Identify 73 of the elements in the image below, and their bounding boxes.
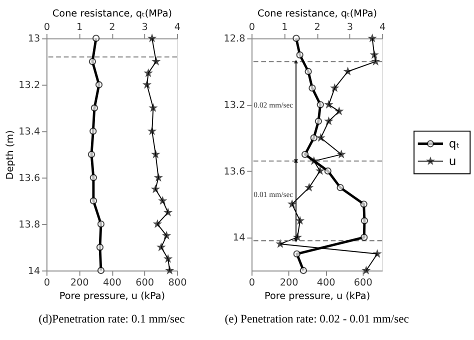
x-tick-label: 200: [70, 277, 89, 288]
x2-tick-label: 3: [142, 22, 148, 34]
point: [344, 68, 352, 75]
point: [148, 127, 156, 134]
point: [338, 150, 345, 158]
legend-label: qₜ: [448, 136, 460, 151]
annotation: 0.01 mm/sec: [254, 190, 294, 199]
y-tick-label: 13: [28, 34, 40, 45]
y-tick-label: 14: [232, 232, 246, 244]
x-axis-title: Pore pressure, u (kPa): [59, 291, 166, 302]
point: [144, 69, 152, 76]
x2-tick-label: 1: [282, 22, 288, 34]
point: [166, 266, 174, 274]
point: [158, 243, 165, 250]
x2-tick-label: 4: [380, 22, 386, 34]
point: [374, 250, 381, 258]
point: [152, 150, 160, 158]
y-tick-label: 13.4: [18, 126, 40, 138]
x2-axis-title: Cone resistance, qₜ(MPa): [52, 8, 172, 20]
x-tick-label: 400: [102, 277, 122, 288]
text: (d)Penetration rate: 0.1 mm/sec: [38, 312, 185, 326]
point: [368, 34, 376, 42]
x-tick-label: 600: [354, 277, 372, 288]
x2-tick-label: 0: [44, 22, 50, 34]
y-axis-title: Depth (m): [4, 130, 16, 180]
y-tick-label: 12.8: [224, 34, 246, 45]
x-tick-label: 600: [136, 277, 154, 288]
x-tick-label: 200: [280, 277, 298, 288]
point: [162, 232, 170, 239]
point: [154, 220, 162, 228]
x-tick-label: 400: [316, 277, 336, 288]
point: [152, 185, 160, 192]
point: [143, 80, 151, 88]
y-tick-label: 13.8: [18, 219, 40, 230]
x2-tick-label: 2: [109, 22, 116, 34]
x-tick-label: 0: [44, 277, 50, 288]
point: [306, 184, 313, 191]
x2-tick-label: 4: [174, 22, 181, 34]
text: (e) Penetration rate: 0.02 - 0.01 mm/sec: [224, 312, 409, 326]
point: [316, 167, 324, 174]
point: [288, 200, 296, 208]
point: [372, 58, 380, 65]
point: [336, 108, 343, 114]
x2-axis-title: Cone resistance, qₜ(MPa): [257, 8, 378, 20]
point: [325, 117, 332, 124]
point: [164, 208, 172, 216]
x2-tick-label: 1: [76, 22, 83, 34]
legend-label: u: [448, 154, 456, 168]
point: [331, 84, 338, 92]
point: [296, 216, 304, 224]
point: [154, 174, 162, 181]
y-tick-label: 14: [28, 266, 40, 277]
x2-tick-label: 2: [314, 22, 320, 34]
y-tick-label: 13.2: [224, 100, 246, 112]
annotation: 0.02 mm/sec: [254, 100, 294, 110]
point: [370, 51, 378, 58]
x-tick-label: 800: [168, 277, 187, 288]
point: [152, 58, 160, 65]
y-tick-label: 13.6: [224, 166, 246, 178]
point: [362, 266, 370, 274]
y-tick-label: 13.6: [18, 173, 40, 184]
x-tick-label: 0: [248, 277, 256, 288]
point: [148, 34, 156, 42]
point: [164, 255, 172, 262]
x-axis-title: Pore pressure, u (kPa): [264, 291, 370, 302]
y-tick-label: 13.2: [18, 80, 40, 92]
point: [159, 197, 166, 204]
point: [325, 100, 332, 108]
point: [276, 240, 284, 248]
x2-tick-label: 3: [346, 22, 354, 34]
x2-tick-label: 0: [248, 22, 256, 34]
point: [150, 104, 157, 112]
point: [317, 134, 324, 141]
